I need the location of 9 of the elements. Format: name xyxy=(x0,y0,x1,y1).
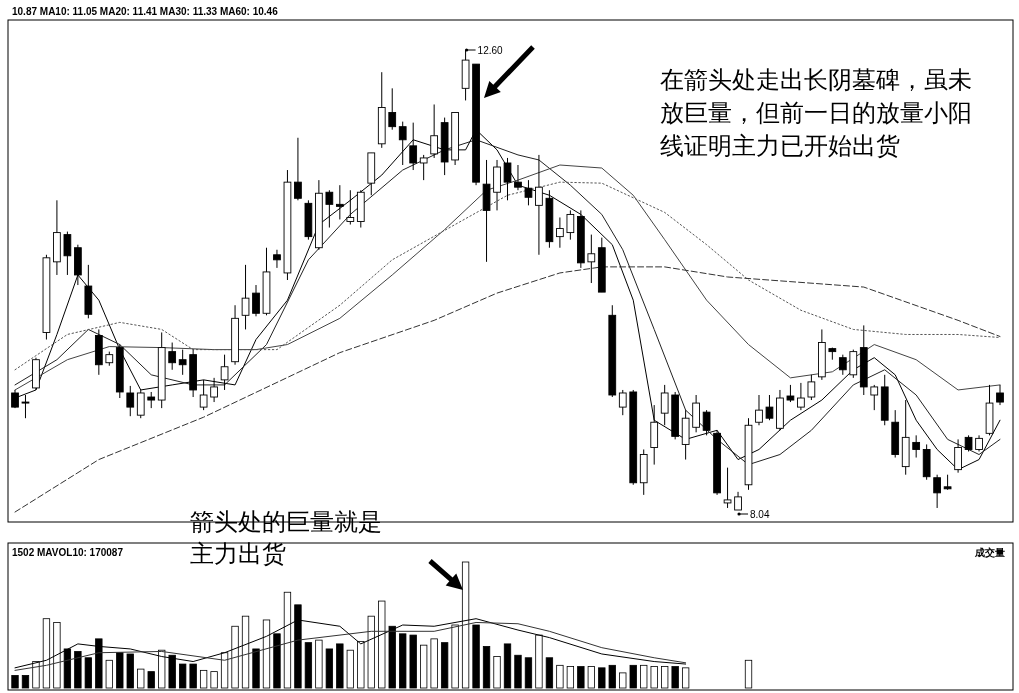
annotation: 8.04 xyxy=(750,509,770,520)
annotation: 1502 MAVOL10: 170087 xyxy=(12,547,123,558)
annotation: 12.60 xyxy=(465,45,503,56)
annotation: 10.87 MA10: 11.05 MA20: 11.41 MA30: 11.33 MA60: 10.46 xyxy=(12,6,278,17)
annotation: 在箭头处走出长阴墓碑，虽未放巨量，但前一日的放量小阳线证明主力已开始出货 xyxy=(660,67,972,159)
annotation: 12.60 xyxy=(477,45,504,56)
annotation: 8.04 xyxy=(737,509,770,520)
annotation: 箭头处的巨量就是主力出货 xyxy=(190,509,382,567)
annotation: 成交量 xyxy=(975,547,1005,558)
